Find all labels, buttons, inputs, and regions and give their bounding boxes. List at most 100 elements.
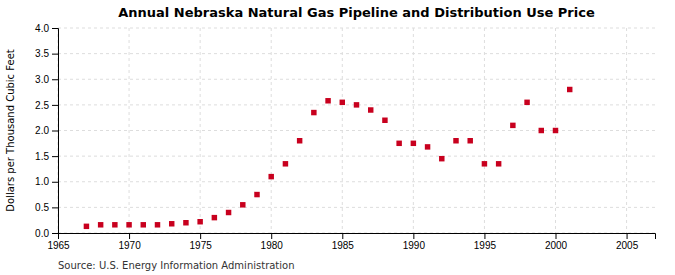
y-axis-tick-label: 0.0 xyxy=(35,228,49,239)
grid-line-x xyxy=(200,28,201,233)
grid-line-y xyxy=(58,53,655,54)
x-axis-tick: 1985 xyxy=(332,233,355,251)
source-note: Source: U.S. Energy Information Administ… xyxy=(58,260,295,271)
point xyxy=(567,87,572,92)
grid-line-y xyxy=(58,79,655,80)
title: Annual Nebraska Natural Gas Pipeline and… xyxy=(118,5,595,20)
x-axis-tick-label: 1990 xyxy=(403,240,426,251)
x-axis-tick: 1995 xyxy=(474,233,497,251)
point xyxy=(197,219,202,224)
x-axis-tick-mark xyxy=(129,233,130,239)
y-axis-tick-label: 3.0 xyxy=(35,74,49,85)
x-axis-tick-mark xyxy=(556,233,557,239)
point xyxy=(411,141,416,146)
plot-area: 1965197019751980198519901995200020050.00… xyxy=(35,23,655,251)
x-axis-tick-mark xyxy=(484,233,485,239)
y-axis-tick: 3.0 xyxy=(35,74,58,85)
x-axis-tick-label: 1975 xyxy=(190,240,213,251)
x-axis-tick: 1990 xyxy=(403,233,426,251)
grid-line-y xyxy=(58,130,655,131)
y-axis-tick-label: 1.5 xyxy=(35,151,49,162)
x-axis-tick: 1980 xyxy=(261,233,284,251)
point xyxy=(396,141,401,146)
y-axis-tick-mark xyxy=(52,28,58,29)
marks xyxy=(84,87,573,229)
point xyxy=(496,161,501,166)
y-axis-tick: 2.0 xyxy=(35,125,58,136)
x-axis-tick: 1975 xyxy=(190,233,213,251)
grid-line-x xyxy=(626,28,627,233)
point xyxy=(98,222,103,227)
point xyxy=(425,144,430,149)
point xyxy=(268,174,273,179)
x-axis-tick: 2000 xyxy=(545,233,568,251)
x-axis-tick: 1970 xyxy=(118,233,141,251)
y-axis-tick: 0.5 xyxy=(35,202,58,213)
grid-line-y xyxy=(58,28,655,29)
y-axis-line xyxy=(52,29,59,234)
point xyxy=(354,102,359,107)
x-axis-tick-label: 1965 xyxy=(47,240,70,251)
y-axis-tick-label: 0.5 xyxy=(35,202,49,213)
y-axis-tick-mark xyxy=(52,207,58,208)
point xyxy=(382,118,387,123)
point xyxy=(311,110,316,115)
y-axis-tick-mark xyxy=(52,131,58,132)
x-axis-tick-label: 1985 xyxy=(332,240,355,251)
point xyxy=(240,202,245,207)
point xyxy=(169,221,174,226)
x-axis-tick-label: 1970 xyxy=(118,240,141,251)
x-axis-tick-mark xyxy=(271,233,272,239)
x-axis-tick-mark xyxy=(627,233,628,239)
point xyxy=(126,222,131,227)
point xyxy=(482,161,487,166)
y-axis: 0.0 0.5 1.0 1.5 2.0 2.5 3.0 3.5 4.0 xyxy=(35,23,58,239)
y-axis-label: Dollars per Thousand Cubic Feet xyxy=(5,49,16,212)
x-axis-tick-label: 2005 xyxy=(616,240,639,251)
point xyxy=(453,138,458,143)
x-axis-line xyxy=(59,234,656,240)
point xyxy=(539,128,544,133)
point xyxy=(183,220,188,225)
y-axis-tick: 1.5 xyxy=(35,151,58,162)
grid xyxy=(58,28,655,233)
point xyxy=(340,100,345,105)
grid-line-y xyxy=(58,156,655,157)
point xyxy=(283,161,288,166)
x-axis-tick-label: 2000 xyxy=(545,240,568,251)
point xyxy=(212,215,217,220)
point xyxy=(524,100,529,105)
grid-line-y xyxy=(58,181,655,182)
grid-line-y xyxy=(58,207,655,208)
point xyxy=(439,156,444,161)
y-axis-tick-label: 3.5 xyxy=(35,48,49,59)
y-axis-tick: 3.5 xyxy=(35,48,58,59)
point xyxy=(254,192,259,197)
point xyxy=(112,222,117,227)
x-axis-tick: 1965 xyxy=(47,233,70,251)
y-axis-tick-mark xyxy=(52,156,58,157)
point xyxy=(84,224,89,229)
point xyxy=(510,123,515,128)
x-axis-tick: 2005 xyxy=(616,233,639,251)
grid-line-x xyxy=(129,28,130,233)
chart: 1965197019751980198519901995200020050.00… xyxy=(0,0,675,275)
point xyxy=(141,222,146,227)
x-axis-tick-mark xyxy=(200,233,201,239)
y-axis-tick-label: 2.5 xyxy=(35,100,49,111)
y-axis-tick-label: 4.0 xyxy=(35,23,49,34)
y-axis-tick-label: 1.0 xyxy=(35,176,49,187)
y-axis-tick-mark xyxy=(52,182,58,183)
point xyxy=(226,210,231,215)
y-axis-tick: 4.0 xyxy=(35,23,58,34)
y-axis-tick-mark xyxy=(52,79,58,80)
point xyxy=(325,98,330,103)
point xyxy=(368,107,373,112)
y-axis-tick-mark xyxy=(52,105,58,106)
point xyxy=(297,138,302,143)
point xyxy=(155,222,160,227)
x-axis-tick-mark xyxy=(413,233,414,239)
y-axis-tick: 0.0 xyxy=(35,228,58,239)
y-axis-tick-label: 2.0 xyxy=(35,125,49,136)
point xyxy=(553,128,558,133)
